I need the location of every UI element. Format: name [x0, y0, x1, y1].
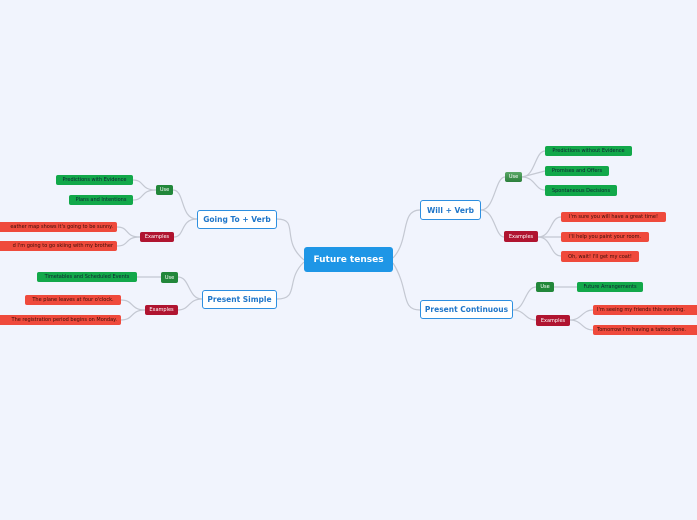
simple-use-item[interactable]: Timetables and Scheduled Events	[37, 272, 137, 282]
continuous-use-item[interactable]: Future Arrangements	[577, 282, 643, 292]
continuous-example-item[interactable]: I'm seeing my friends this evening.	[593, 305, 697, 315]
topic-present-simple[interactable]: Present Simple	[202, 290, 277, 309]
will-use-item[interactable]: Predictions without Evidence	[545, 146, 632, 156]
will-use-label[interactable]: Use	[505, 172, 522, 182]
simple-use-label[interactable]: Use	[161, 272, 178, 283]
will-example-item[interactable]: I'll help you paint your room.	[561, 232, 649, 242]
will-example-item[interactable]: I'm sure you will have a great time!	[561, 212, 666, 222]
will-example-item[interactable]: Oh, wait! I'll get my coat!	[561, 251, 639, 262]
continuous-examples-label[interactable]: Examples	[536, 315, 570, 326]
will-use-item[interactable]: Promises and Offers	[545, 166, 609, 176]
going-use-item[interactable]: Predictions with Evidence	[56, 175, 133, 185]
topic-present-continuous[interactable]: Present Continuous	[420, 300, 513, 319]
will-examples-label[interactable]: Examples	[504, 231, 538, 242]
going-example-item[interactable]: d I'm going to go skiing with my brother	[0, 241, 117, 251]
continuous-example-item[interactable]: Tomorrow I'm having a tattoo done.	[593, 325, 697, 335]
topic-going-to[interactable]: Going To + Verb	[197, 210, 277, 229]
going-example-item[interactable]: eather map shows it's going to be sunny.	[0, 222, 117, 232]
going-examples-label[interactable]: Examples	[140, 232, 174, 242]
will-use-item[interactable]: Spontaneous Decisions	[545, 185, 617, 196]
simple-example-item[interactable]: The plane leaves at four o'clock.	[25, 295, 121, 305]
going-use-item[interactable]: Plans and Intentions	[69, 195, 133, 205]
topic-will[interactable]: Will + Verb	[420, 200, 481, 220]
simple-example-item[interactable]: The registration period begins on Monday…	[0, 315, 121, 325]
simple-examples-label[interactable]: Examples	[145, 305, 178, 315]
going-use-label[interactable]: Use	[156, 185, 173, 195]
central-topic[interactable]: Future tenses	[304, 247, 393, 272]
continuous-use-label[interactable]: Use	[536, 282, 554, 292]
